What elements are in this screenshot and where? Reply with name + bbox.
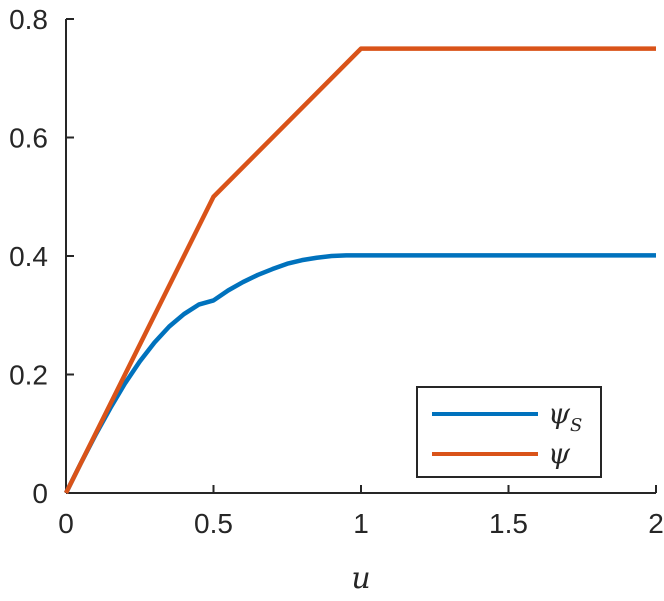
series-line-psi-s [63,253,656,495]
series-line-psi [63,46,656,495]
legend-label-psi-s-sub: S [570,415,582,436]
tick-labels: 0 0.5 1 1.5 2 0 0.2 0.4 0.6 0.8 [9,4,664,539]
legend-label-psi-main: ψ [548,437,571,470]
y-tick-label: 0.4 [9,241,48,272]
x-tick-label: 0 [58,508,74,539]
legend-box [416,386,602,478]
legend-label-psi-s: ψS [548,397,582,436]
y-tick-label: 0.8 [9,4,48,35]
x-tick-label: 0.5 [194,508,233,539]
x-tick-label: 1 [353,508,369,539]
legend-label-psi: ψ [548,437,571,470]
legend: ψS ψ [416,386,602,478]
series-lines [63,46,656,495]
x-tick-label: 1.5 [489,508,528,539]
y-tick-label: 0.6 [9,123,48,154]
y-tick-label: 0 [32,478,48,509]
x-tick-label: 2 [648,508,664,539]
x-axis-label: u [351,561,370,596]
legend-label-psi-s-main: ψ [548,397,571,430]
y-tick-label: 0.2 [9,360,48,391]
